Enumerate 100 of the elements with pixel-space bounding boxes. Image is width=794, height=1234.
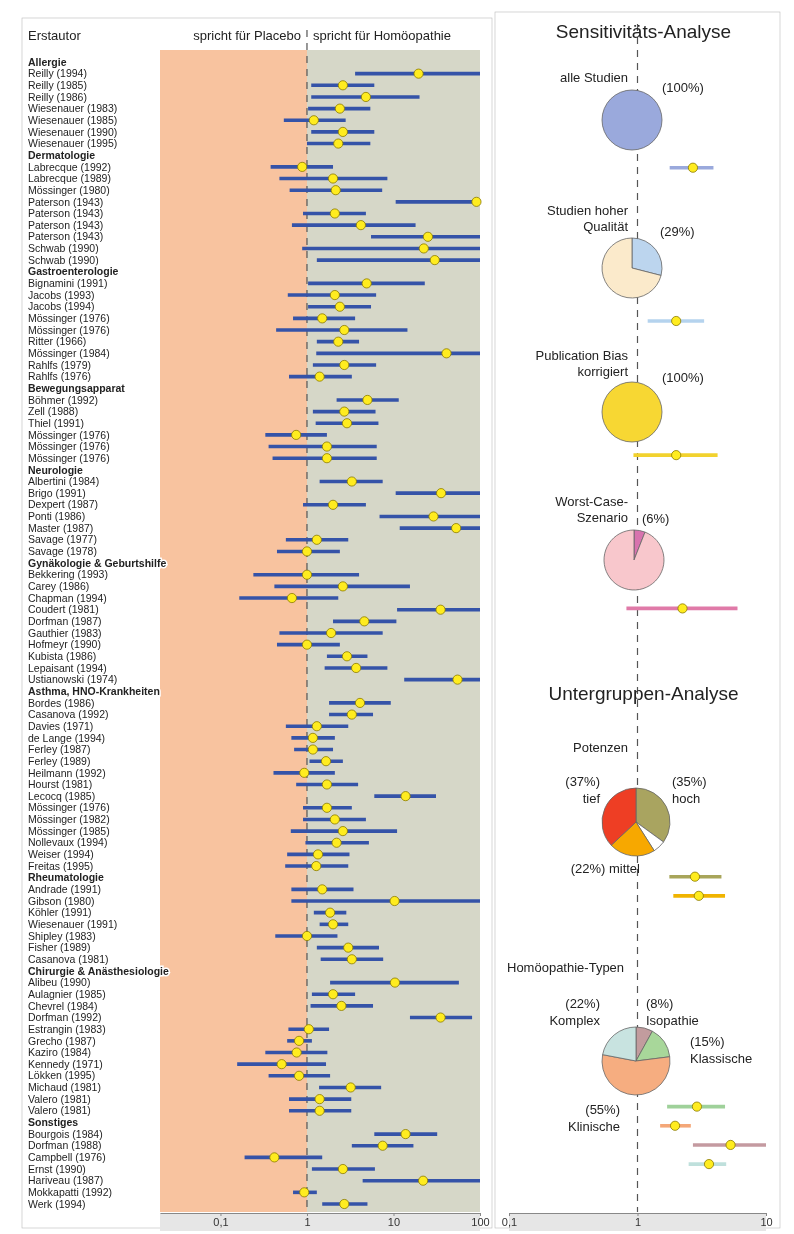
chart-title: Potenzen: [573, 740, 628, 755]
data-label: (55%): [585, 1102, 620, 1117]
y-tick-label: Paterson (1943): [28, 207, 104, 220]
chart-title: Studien hoher Qualität: [547, 203, 629, 234]
y-tick-label: Werk (1994): [28, 1197, 86, 1210]
y-tick-label: Mössinger (1976): [28, 801, 110, 814]
y-tick-label: Gauthier (1983): [28, 626, 102, 639]
y-tick-label: Rahlfs (1976): [28, 370, 92, 383]
band-label: spricht für Placebo: [193, 28, 301, 43]
y-tick-label: Asthma, HNO-Krankheiten: [28, 684, 160, 697]
y-tick-label: Dexpert (1987): [28, 498, 99, 511]
point: [671, 450, 682, 461]
y-tick-label: Chapman (1994): [28, 591, 107, 604]
y-tick-label: Neurologie: [28, 463, 83, 476]
y-tick-label: Reilly (1985): [28, 78, 87, 91]
y-tick-label: Gibson (1980): [28, 894, 95, 907]
y-tick-label: Brigo (1991): [28, 486, 86, 499]
y-tick-label: Lecocq (1985): [28, 789, 96, 802]
y-tick-label: Alibeu (1990): [28, 976, 91, 989]
y-tick-label: Bignamini (1991): [28, 277, 108, 290]
y-tick-label: Dorfman (1988): [28, 1139, 102, 1152]
y-tick-label: Reilly (1986): [28, 90, 87, 103]
y-tick-label: Grecho (1987): [28, 1034, 96, 1047]
y-tick-label: Hariveau (1987): [28, 1174, 104, 1187]
data-label: (29%): [660, 224, 695, 239]
y-tick-label: Michaud (1981): [28, 1081, 101, 1094]
y-tick-label: Mössinger (1976): [28, 312, 110, 325]
y-tick-label: Bewegungsapparat: [28, 381, 126, 394]
y-tick-label: Bordes (1986): [28, 696, 95, 709]
y-tick-label: Lepaisant (1994): [28, 661, 107, 674]
y-tick-label: Hofmeyr (1990): [28, 638, 101, 651]
y-tick-label: Bekkering (1993): [28, 568, 108, 581]
y-tick-label: Jacobs (1993): [28, 288, 95, 301]
y-tick-label: Mössinger (1982): [28, 813, 110, 826]
slice-label: tief: [582, 791, 601, 806]
pie-slice: [601, 237, 662, 299]
x-tick-label: 1: [304, 1215, 311, 1228]
y-tick-label: Ernst (1990): [28, 1162, 86, 1175]
slice-label: Klinische: [567, 1119, 620, 1134]
y-tick-label: Valero (1981): [28, 1104, 91, 1117]
band-label: spricht für Homöopathie: [312, 28, 451, 43]
y-tick-label: Wiesenauer (1983): [28, 102, 118, 115]
y-tick-label: Ponti (1986): [28, 510, 86, 523]
y-tick-label: Chirurgie & Anästhesiologie: [28, 964, 169, 977]
x-tick-label: 0,1: [213, 1215, 229, 1228]
y-tick-label: Jacobs (1994): [28, 300, 95, 313]
y-tick-label: Fisher (1989): [28, 941, 91, 954]
y-tick-label: Köhler (1991): [28, 906, 92, 919]
chart-title: alle Studien: [560, 70, 628, 85]
slice-label: (22%) mittel: [570, 861, 641, 876]
y-tick-label: Mössinger (1985): [28, 824, 110, 837]
point: [670, 1120, 681, 1131]
y-tick-label: Thiel (1991): [28, 416, 85, 429]
y-tick-label: Sonstiges: [28, 1116, 79, 1129]
chart-title: Publication Bias korrigiert: [535, 348, 629, 379]
y-tick-label: Estrangin (1983): [28, 1022, 106, 1035]
y-tick-label: Lökken (1995): [28, 1069, 96, 1082]
y-tick-label: Casanova (1992): [28, 708, 109, 721]
y-tick-label: Gastroenterologie: [28, 265, 119, 278]
y-tick-label: Dorfman (1987): [28, 615, 102, 628]
y-tick-label: Mokkapatti (1992): [28, 1186, 113, 1199]
point: [703, 1159, 714, 1170]
y-tick-label: Master (1987): [28, 521, 94, 534]
x-tick-label: 10: [760, 1215, 773, 1228]
data-label: (22%): [565, 996, 600, 1011]
data-label: (15%): [690, 1034, 725, 1049]
y-tick-label: Heilmann (1992): [28, 766, 106, 779]
y-tick-label: Allergie: [28, 55, 67, 68]
y-tick-label: Shipley (1983): [28, 929, 96, 942]
y-tick-label: Wiesenauer (1990): [28, 125, 118, 138]
y-tick-label: Wiesenauer (1995): [28, 137, 118, 150]
y-tick-label: Andrade (1991): [28, 883, 101, 896]
y-tick-label: Campbell (1976): [28, 1151, 106, 1164]
y-tick-label: Zell (1988): [28, 405, 79, 418]
y-tick-label: Mössinger (1976): [28, 440, 110, 453]
y-tick-label: Mössinger (1980): [28, 183, 110, 196]
y-tick-label: Kennedy (1971): [28, 1057, 103, 1070]
y-tick-label: Paterson (1943): [28, 230, 104, 243]
y-tick-label: Bourgois (1984): [28, 1127, 103, 1140]
annotation: Untergruppen-Analyse: [548, 683, 739, 704]
pie-slice: [603, 529, 665, 591]
y-tick-label: Dorfman (1992): [28, 1011, 102, 1024]
y-tick-label: Ustianowski (1974): [28, 673, 118, 686]
x-tick-label: 1: [634, 1215, 642, 1228]
point: [677, 603, 688, 614]
y-tick-label: Wiesenauer (1991): [28, 918, 118, 930]
chart-title: Sensitivitäts-Analyse: [555, 21, 732, 42]
y-tick-label: Mössinger (1984): [28, 347, 110, 359]
y-tick-label: Schwab (1990): [28, 242, 99, 255]
y-axis-title: Erstautor: [28, 28, 82, 43]
point: [671, 316, 682, 326]
data-label: (8%): [646, 996, 674, 1011]
y-tick-label: Kubista (1986): [28, 649, 97, 662]
point: [687, 162, 698, 173]
y-tick-label: Mössinger (1976): [28, 451, 110, 464]
slice-label: Komplex: [549, 1013, 601, 1028]
y-tick-label: Nollevaux (1994): [28, 836, 108, 849]
y-tick-label: Carey (1986): [28, 580, 90, 593]
y-tick-label: Dermatologie: [28, 148, 96, 161]
y-tick-label: Valero (1981): [28, 1092, 91, 1105]
